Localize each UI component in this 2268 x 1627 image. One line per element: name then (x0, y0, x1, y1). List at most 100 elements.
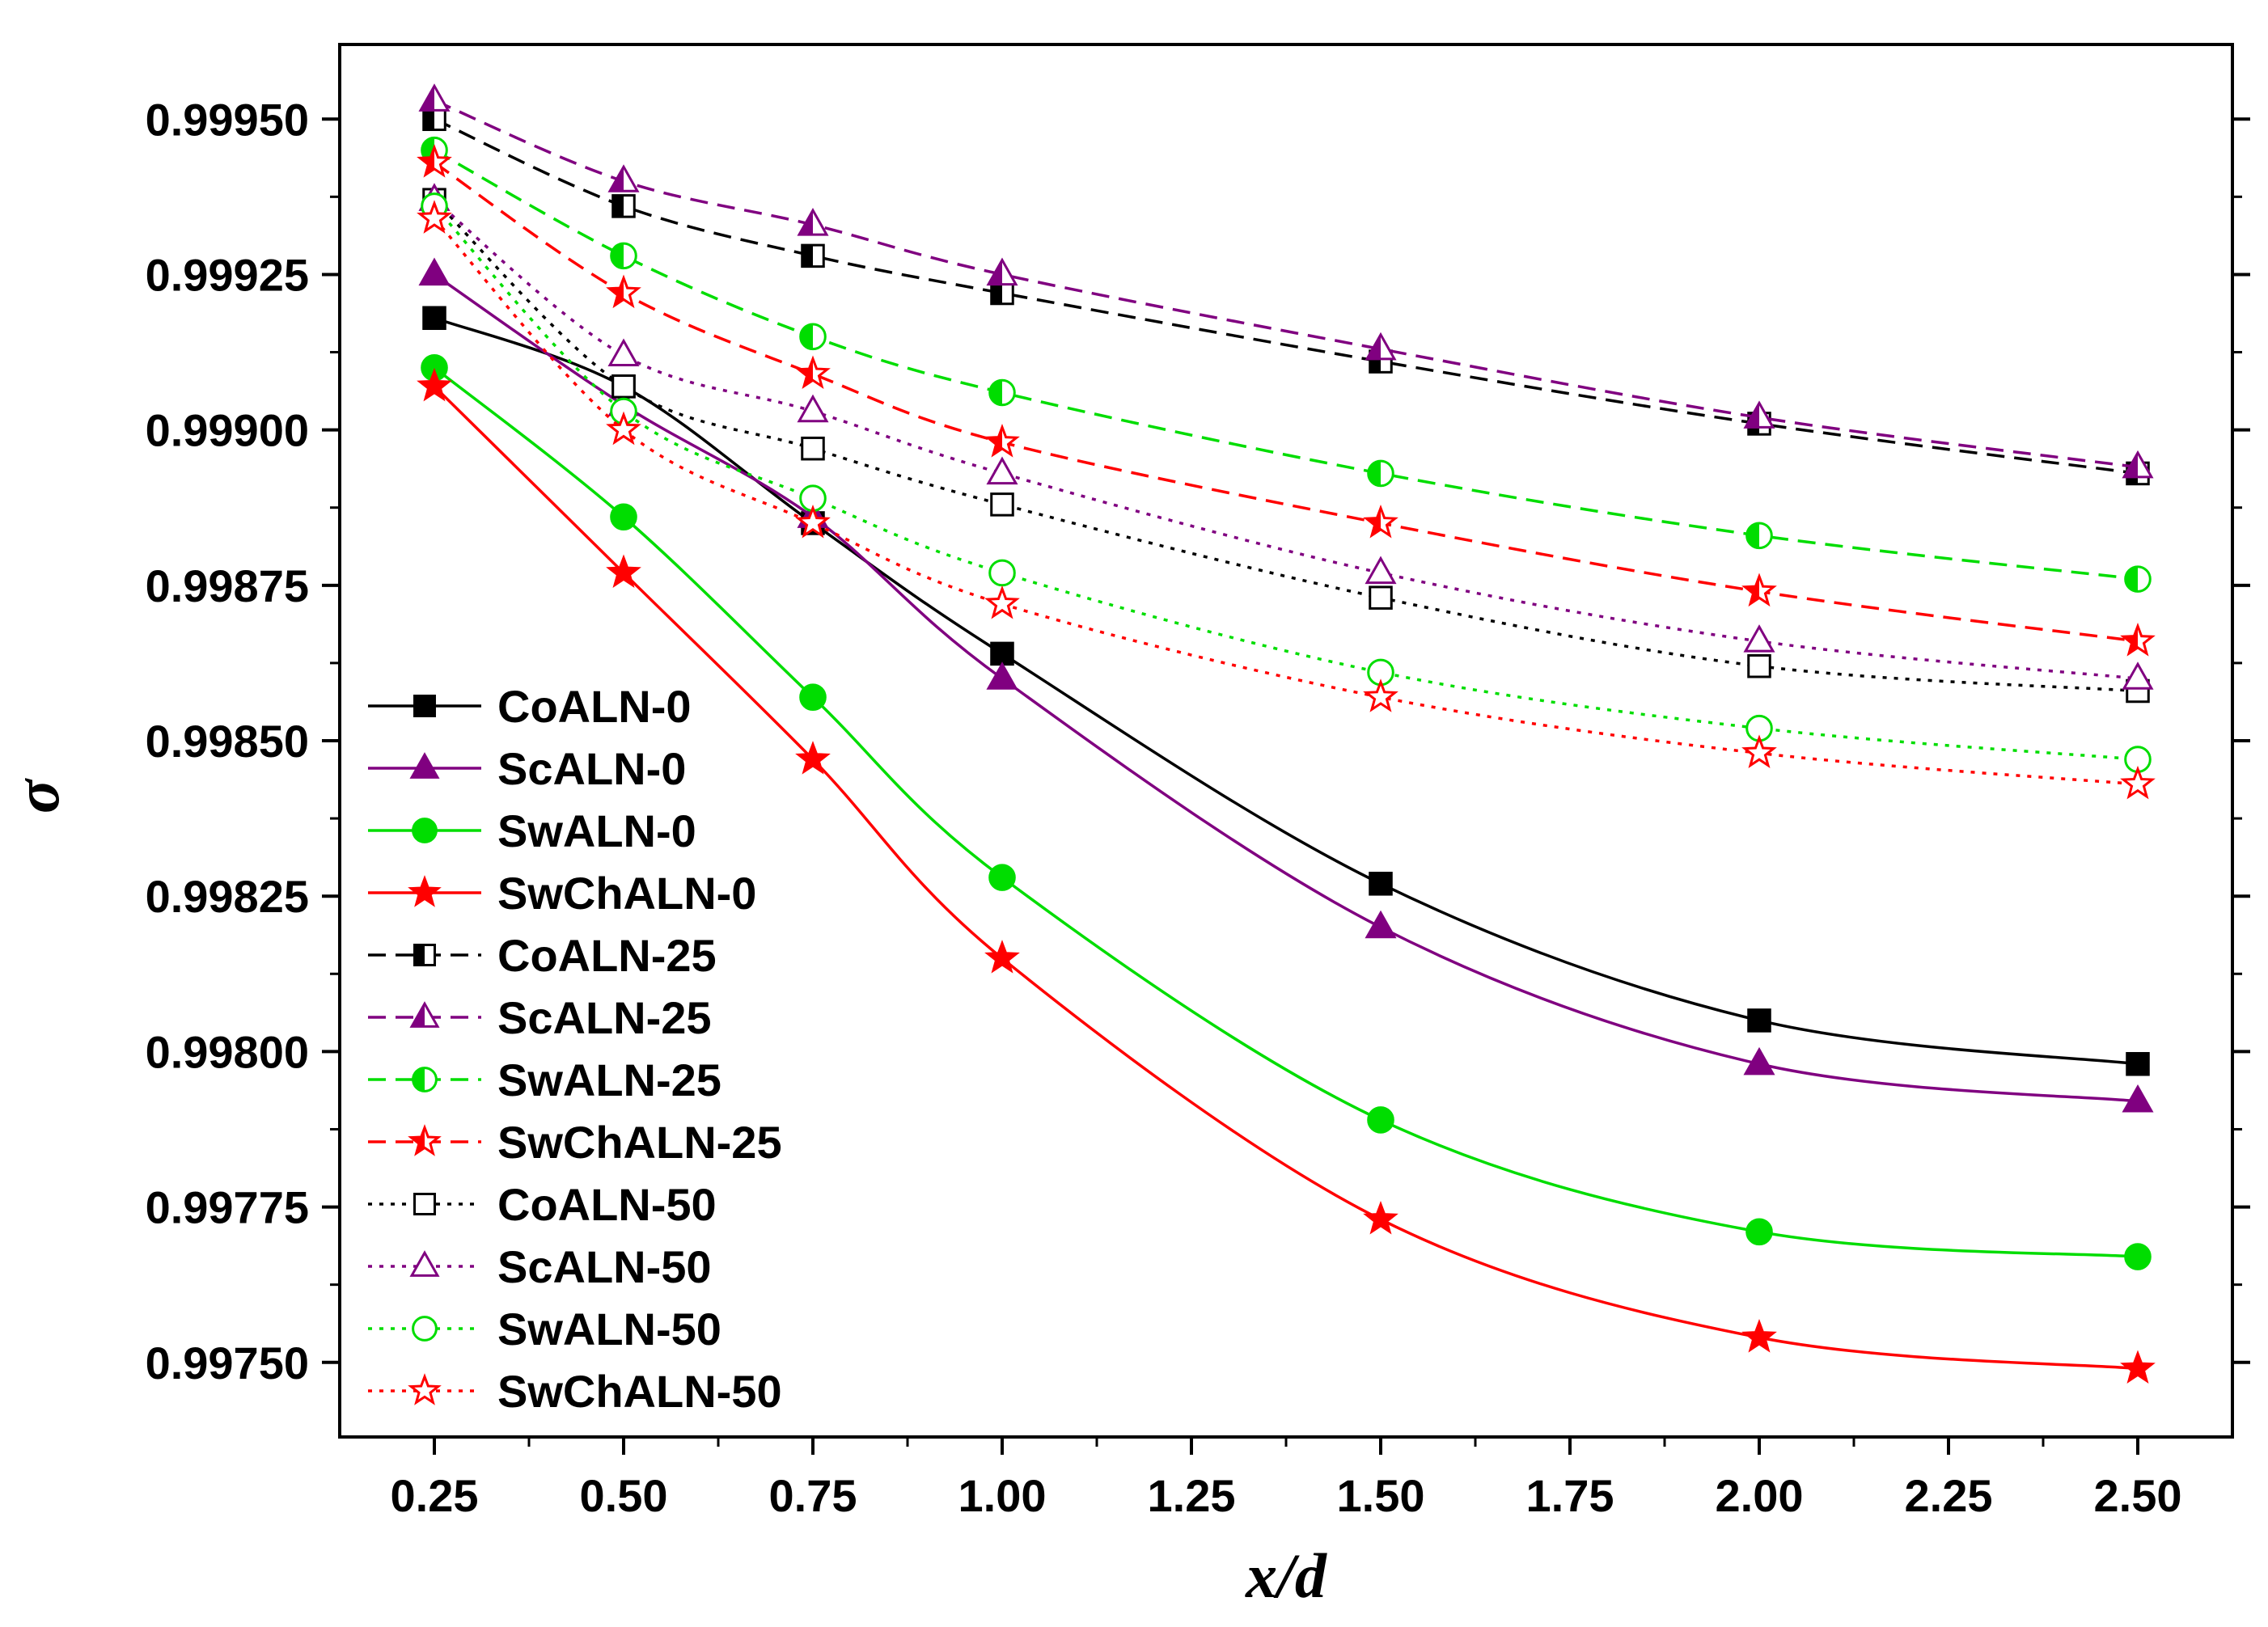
x-tick-label: 1.00 (958, 1470, 1047, 1521)
point-SwChALN-50-2.5 (2120, 765, 2156, 800)
point-CoALN-25-1 (990, 281, 1014, 306)
point-CoALN-0-2 (1747, 1008, 1771, 1033)
series-line-CoALN-0 (434, 316, 2139, 1066)
point-SwALN-25-2 (1745, 522, 1773, 550)
legend-marker (413, 695, 436, 717)
point-SwChALN-0-2.5 (2120, 1350, 2156, 1384)
y-tick-label: 0.99800 (146, 1026, 309, 1077)
x-tick-label: 0.75 (769, 1470, 857, 1521)
y-tick-label: 0.99825 (146, 871, 309, 922)
series-CoALN-50 (422, 188, 2150, 704)
legend-marker (408, 875, 442, 907)
point-SwALN-0-1.5 (1367, 1106, 1394, 1134)
y-tick-label: 0.99750 (146, 1338, 309, 1388)
point-SwChALN-0-0.25 (417, 367, 452, 402)
axes: 0.25 0.50 0.75 1.00 1.25 1.50 1.75 2.00 2.25 2.50… (146, 43, 2250, 1521)
point-SwALN-25-0.5 (610, 242, 637, 270)
point-CoALN-50-1 (990, 492, 1014, 517)
point-ScALN-25-1.5 (1365, 332, 1397, 361)
x-tick-label: 1.50 (1337, 1470, 1425, 1521)
point-CoALN-25-0.75 (801, 243, 825, 268)
legend-item-SwChALN-50: SwChALN-50 (368, 1366, 782, 1417)
series-ScALN-25 (418, 83, 2154, 479)
series-SwChALN-50 (417, 200, 2156, 800)
y-tick-label: 0.99775 (146, 1182, 309, 1233)
point-SwChALN-50-2 (1741, 734, 1777, 768)
point-ScALN-50-2.5 (2122, 661, 2154, 690)
x-tick-label: 2.50 (2094, 1470, 2182, 1521)
point-ScALN-50-1 (986, 456, 1018, 485)
point-SwALN-0-0.75 (799, 683, 827, 711)
legend-label: ScALN-0 (497, 743, 686, 794)
legend-item-ScALN-25: ScALN-25 (368, 992, 712, 1043)
series-line-SwALN-50 (433, 205, 2139, 761)
point-SwChALN-25-2 (1741, 573, 1777, 607)
point-SwALN-25-1 (988, 378, 1016, 407)
x-tick-label: 0.25 (391, 1470, 479, 1521)
x-tick-label: 1.25 (1148, 1470, 1236, 1521)
point-ScALN-25-1 (986, 257, 1018, 286)
series-CoALN-25 (422, 107, 2150, 486)
point-CoALN-25-0.25 (422, 107, 446, 132)
legend-marker (412, 1316, 438, 1342)
series-line-CoALN-25 (434, 117, 2139, 475)
series-SwChALN-25 (417, 144, 2156, 657)
point-ScALN-50-0.75 (797, 394, 829, 423)
point-ScALN-0-0.25 (418, 257, 451, 286)
point-ScALN-50-1.5 (1365, 556, 1397, 585)
legend-marker (409, 1250, 440, 1277)
point-SwChALN-50-0.5 (606, 411, 641, 446)
point-SwChALN-0-0.5 (606, 554, 641, 589)
legend-marker (408, 1373, 442, 1405)
point-ScALN-0-1.5 (1365, 910, 1397, 939)
point-ScALN-0-2 (1743, 1046, 1775, 1076)
legend-marker (413, 1193, 436, 1215)
point-SwALN-25-0.75 (799, 323, 827, 351)
x-tick-label: 2.25 (1905, 1470, 1993, 1521)
point-SwChALN-25-2.5 (2120, 623, 2156, 657)
legend-label: CoALN-25 (497, 930, 717, 981)
y-tick-label: 0.99950 (146, 94, 309, 145)
point-CoALN-0-1 (990, 641, 1014, 666)
series-SwALN-50 (421, 192, 2152, 773)
legend-item-CoALN-25: CoALN-25 (368, 930, 717, 981)
legend-item-SwChALN-25: SwChALN-25 (368, 1117, 782, 1168)
point-SwChALN-25-1.5 (1363, 504, 1398, 539)
legend-marker (408, 1124, 442, 1156)
y-axis-title: σ (2, 778, 72, 814)
point-SwALN-0-1 (988, 864, 1016, 891)
point-ScALN-25-2 (1743, 400, 1775, 429)
legend-label: ScALN-25 (497, 992, 712, 1043)
legend-label: CoALN-50 (497, 1179, 717, 1230)
series-layer (417, 83, 2156, 1384)
point-ScALN-0-2.5 (2122, 1084, 2154, 1113)
y-tick-label: 0.99850 (146, 716, 309, 767)
legend-item-SwChALN-0: SwChALN-0 (368, 868, 756, 919)
point-SwChALN-50-1.5 (1363, 678, 1398, 712)
legend-marker (409, 752, 440, 779)
y-tick-label: 0.99900 (146, 405, 309, 456)
point-ScALN-25-0.75 (797, 208, 829, 236)
legend-label: SwALN-25 (497, 1054, 721, 1105)
legend-item-CoALN-50: CoALN-50 (368, 1179, 717, 1230)
legend-item-CoALN-0: CoALN-0 (368, 681, 692, 732)
point-CoALN-0-2.5 (2126, 1051, 2150, 1076)
point-SwChALN-50-0.25 (417, 200, 452, 234)
point-SwALN-0-2 (1745, 1218, 1773, 1246)
point-CoALN-50-0.5 (611, 374, 636, 399)
point-CoALN-50-1.5 (1369, 585, 1393, 610)
y-tick-label: 0.99925 (146, 249, 309, 300)
x-tick-label: 2.00 (1716, 1470, 1804, 1521)
series-SwALN-25 (421, 136, 2152, 593)
legend-label: SwChALN-0 (497, 868, 756, 919)
series-SwALN-0 (421, 353, 2152, 1270)
legend-item-SwALN-25: SwALN-25 (368, 1054, 721, 1105)
point-SwALN-0-0.5 (610, 503, 637, 531)
legend-marker (412, 1067, 438, 1092)
point-SwChALN-25-1 (984, 424, 1020, 458)
point-SwChALN-0-0.75 (795, 741, 831, 775)
legend-label: SwALN-50 (497, 1304, 721, 1354)
legend-marker (412, 818, 438, 843)
point-CoALN-0-0.25 (422, 306, 446, 331)
